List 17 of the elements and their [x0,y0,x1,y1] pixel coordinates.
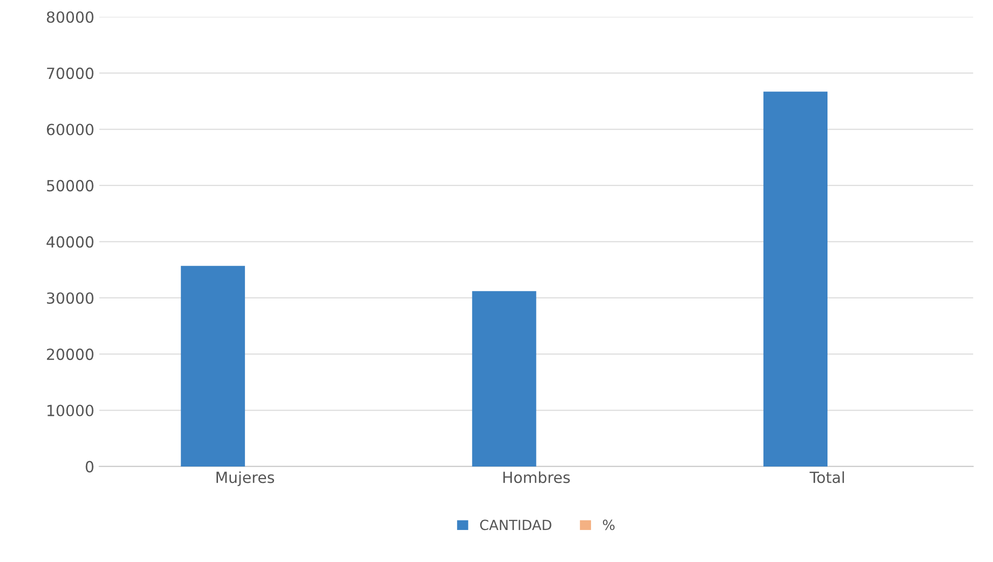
y-tick-label: 30000 [47,292,94,304]
y-tick-label: 40000 [46,236,94,248]
bar [763,92,828,466]
y-tick-label: 70000 [47,68,94,80]
y-tick-label: 20000 [46,348,94,360]
y-tick-label: 80000 [46,11,94,23]
y-tick-label: 0 [86,460,94,472]
bar [180,266,245,466]
legend-label: % [602,520,615,530]
y-tick-label: 10000 [48,404,94,416]
x-tick-label: Mujeres [216,471,274,486]
y-tick-label: 50000 [47,180,94,192]
x-tick-label: Hombres [503,471,570,484]
legend-label: CANTIDAD [480,520,552,530]
y-tick-label: 60000 [46,124,94,136]
bar [472,291,536,466]
x-tick-label: Total [810,471,844,484]
